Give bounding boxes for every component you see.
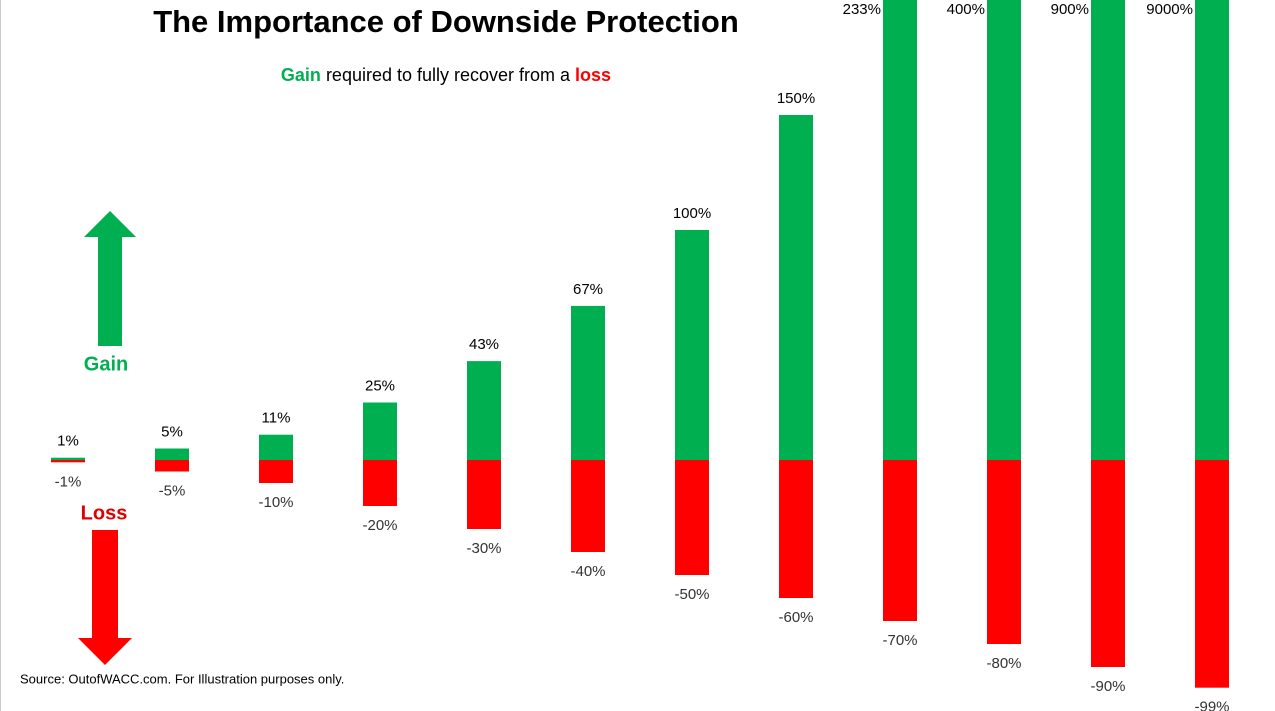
bars: [51, 0, 1229, 688]
bar: [51, 460, 85, 463]
data-label: -90%: [1090, 678, 1125, 695]
bar: [259, 434, 293, 460]
bar: [363, 460, 397, 506]
bar: [987, 0, 1021, 460]
data-label: 25%: [365, 377, 395, 394]
bar: [259, 460, 293, 483]
data-label: -99%: [1194, 699, 1229, 711]
data-label: -80%: [986, 655, 1021, 672]
loss-arrow-label: Loss: [81, 502, 128, 524]
data-label: 233%: [843, 1, 881, 18]
data-label: 9000%: [1146, 1, 1193, 18]
bar: [883, 460, 917, 621]
data-label: 1%: [57, 433, 79, 450]
bar: [51, 457, 85, 460]
subtitle-mid: required to fully recover from a: [321, 65, 575, 85]
bar: [779, 115, 813, 460]
data-label: 400%: [947, 1, 985, 18]
chart-title: The Importance of Downside Protection: [153, 4, 739, 39]
data-label: -20%: [362, 517, 397, 534]
data-label: 67%: [573, 281, 603, 298]
data-label: 150%: [777, 90, 815, 107]
data-label: 900%: [1051, 1, 1089, 18]
bar: [1091, 0, 1125, 460]
subtitle-gain: Gain: [281, 65, 321, 85]
data-label: 5%: [161, 423, 183, 440]
bar: [675, 460, 709, 575]
data-label: -50%: [674, 586, 709, 603]
bar: [779, 460, 813, 598]
data-label: -1%: [55, 473, 82, 490]
chart-subtitle: Gain required to fully recover from a lo…: [281, 65, 611, 85]
gain-arrow-label: Gain: [84, 353, 128, 375]
gain-arrow: [84, 211, 136, 346]
bar: [155, 448, 189, 460]
bar: [571, 460, 605, 552]
bar: [467, 460, 501, 529]
data-label: -60%: [778, 609, 813, 626]
bar: [363, 402, 397, 460]
data-label: -70%: [882, 632, 917, 649]
bar: [883, 0, 917, 460]
bar: [571, 305, 605, 460]
bar: [1195, 460, 1229, 688]
bar: [987, 460, 1021, 644]
data-label: 43%: [469, 336, 499, 353]
bar: [467, 361, 501, 460]
bar: [1091, 460, 1125, 667]
source-note: Source: OutofWACC.com. For Illustration …: [20, 671, 344, 686]
data-label: -10%: [258, 494, 293, 511]
bar: [675, 230, 709, 460]
data-label: 100%: [673, 205, 711, 222]
bar: [1195, 0, 1229, 460]
subtitle-loss: loss: [575, 65, 611, 85]
data-label: -40%: [570, 563, 605, 580]
bar: [155, 460, 189, 472]
data-label: -5%: [159, 482, 186, 499]
data-label: 11%: [262, 410, 291, 427]
loss-arrow: [78, 530, 132, 665]
data-label: -30%: [466, 540, 501, 557]
